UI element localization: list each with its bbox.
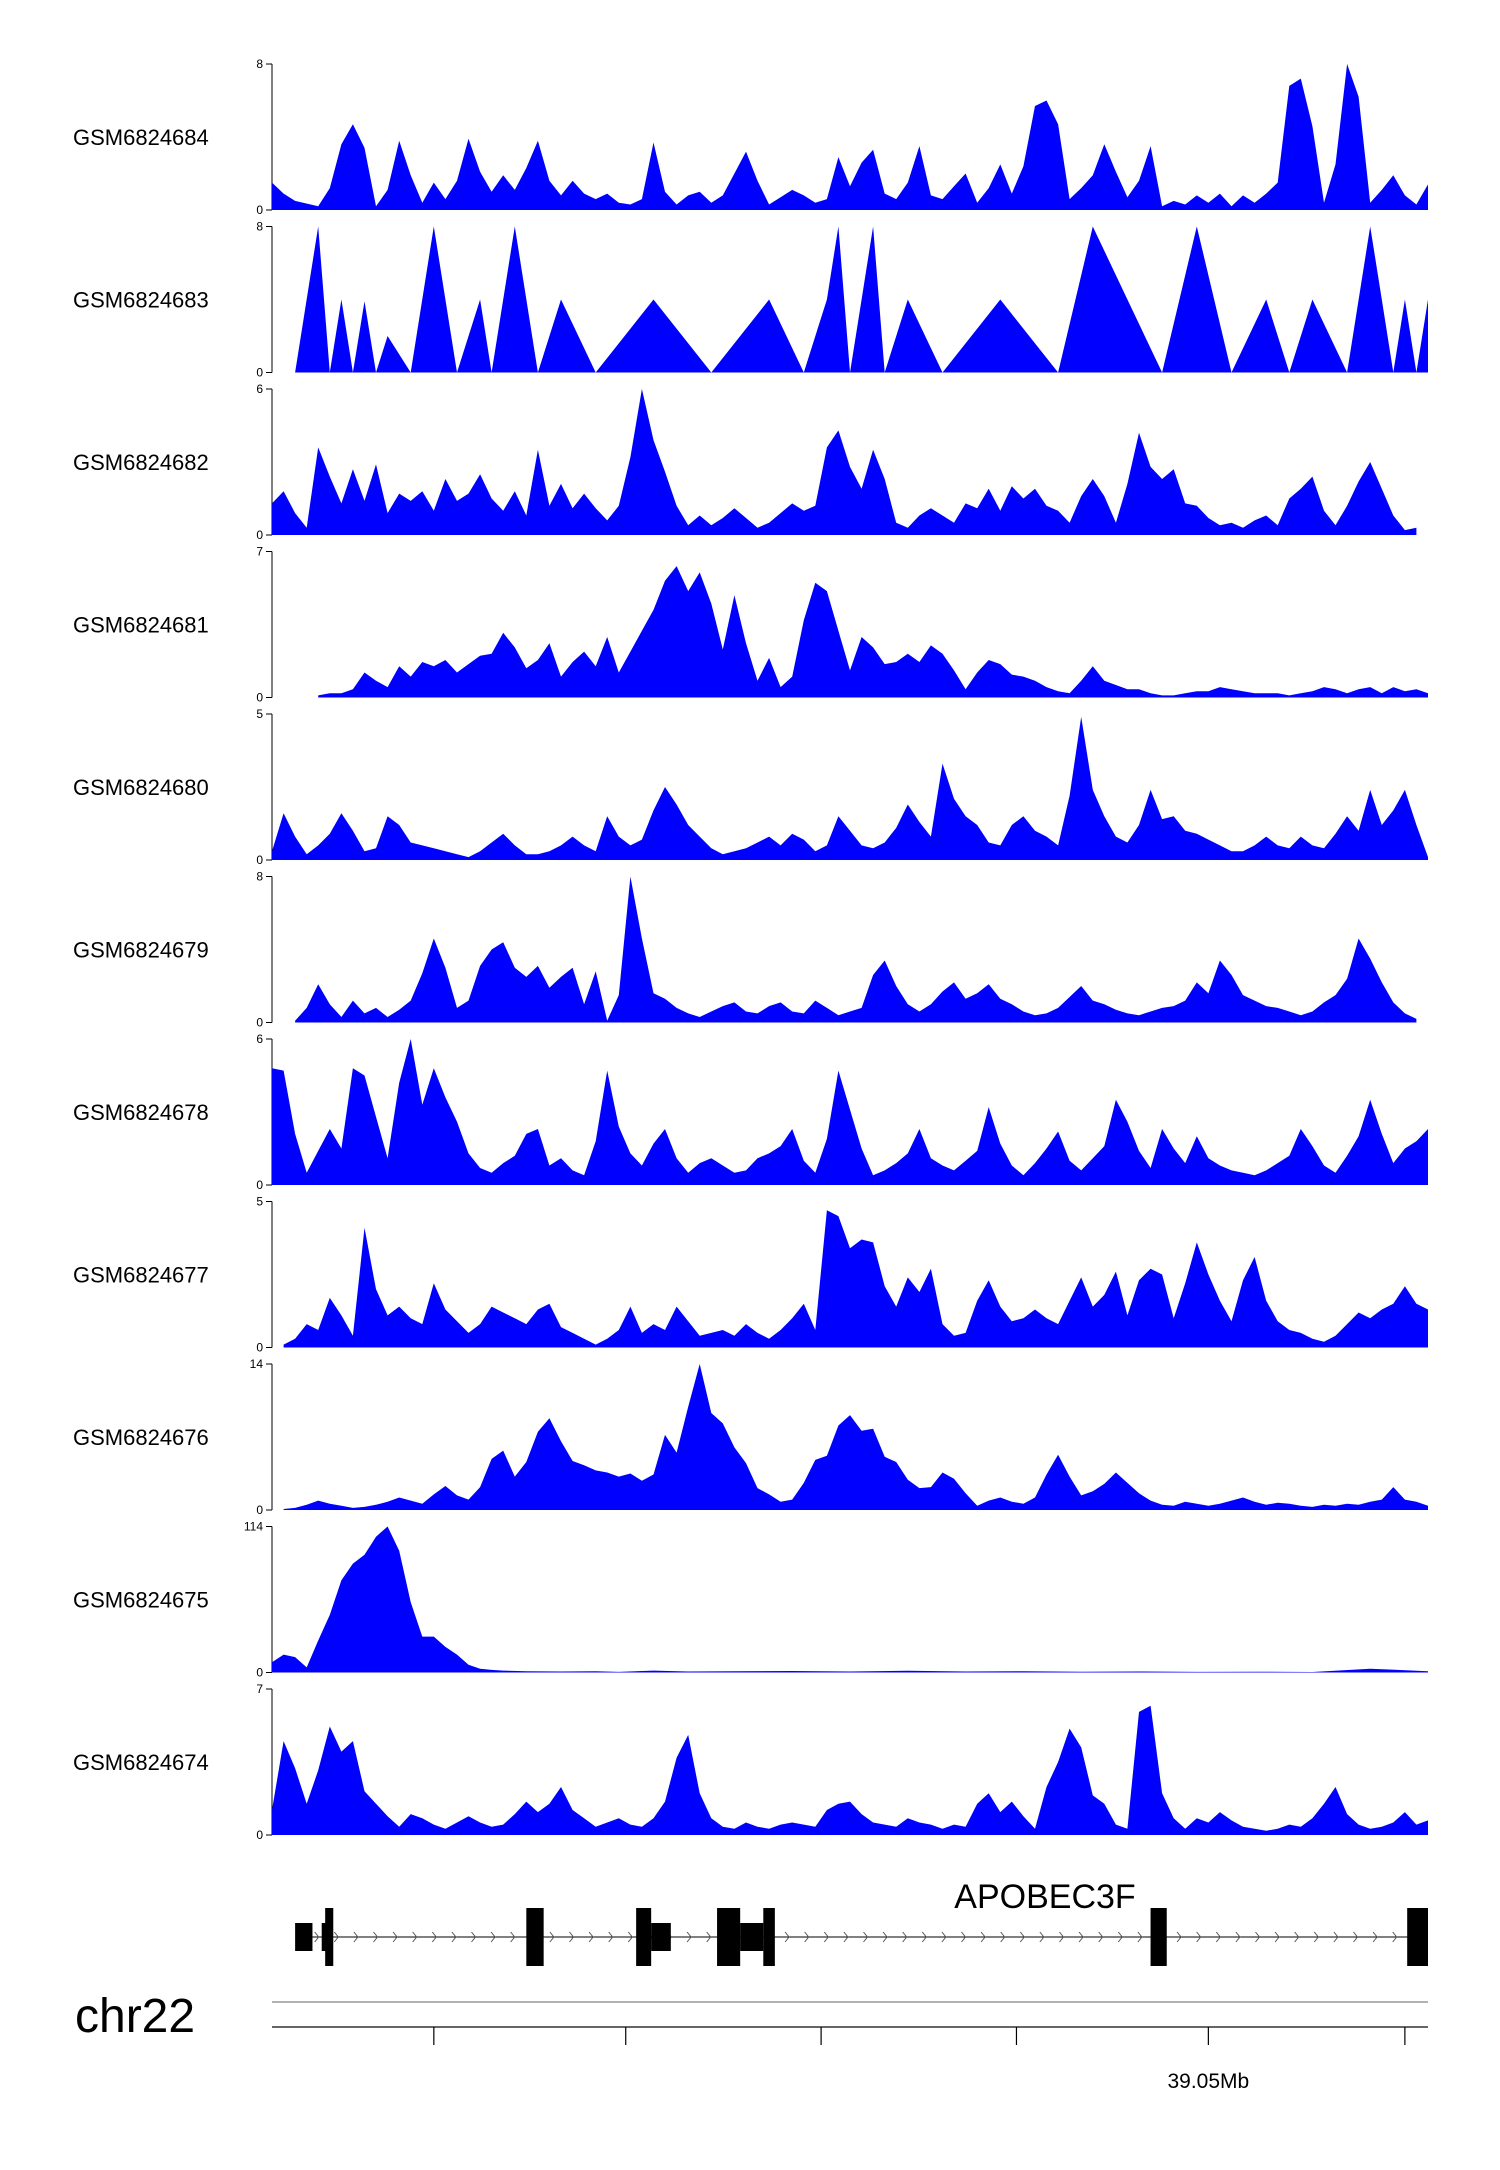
track-GSM6824676: GSM6824676 14 0 [73,1357,1428,1517]
exon-block [763,1908,775,1966]
track-label: GSM6824679 [73,938,209,963]
axis-ticks [272,2027,1428,2045]
track-GSM6824677: GSM6824677 5 0 [73,1195,1428,1355]
y-max-label: 7 [256,1682,263,1696]
signal-area [284,1210,1428,1347]
y-max-label: 7 [256,545,263,559]
exon-block [325,1908,333,1966]
signal-area [318,566,1428,697]
track-GSM6824684: GSM6824684 8 0 [73,57,1428,217]
exon-block [1407,1908,1428,1966]
y-min-label: 0 [256,203,263,217]
y-max-label: 5 [256,707,263,721]
track-label: GSM6824675 [73,1588,209,1613]
track-label: GSM6824680 [73,775,209,800]
track-label: GSM6824676 [73,1425,209,1450]
track-label: GSM6824681 [73,613,209,638]
ideogram-lines [272,2002,1428,2027]
genome-axis: chr22 39.05Mb [75,1990,1428,2093]
y-max-label: 114 [244,1520,263,1534]
signal-area [295,227,1428,373]
y-max-label: 5 [256,1195,263,1209]
signal-area [295,877,1416,1023]
y-max-label: 14 [250,1357,264,1371]
y-min-label: 0 [256,1341,263,1355]
exon-block [717,1908,740,1966]
axis-position-label: 39.05Mb [1167,2070,1249,2093]
signal-area [272,389,1416,535]
exon-block [295,1923,312,1951]
track-GSM6824681: GSM6824681 7 0 [73,545,1428,705]
exon-block [636,1908,651,1966]
track-GSM6824680: GSM6824680 5 0 [73,707,1428,867]
gene-model [295,1908,1428,1966]
y-min-label: 0 [256,1666,263,1680]
track-label: GSM6824684 [73,125,209,150]
signal-area [272,1706,1428,1835]
y-max-label: 8 [256,57,263,71]
exon-block [526,1908,543,1966]
y-min-label: 0 [256,1503,263,1517]
gene-label-apobec3f: APOBEC3F [954,1878,1135,1916]
y-max-label: 8 [256,870,263,884]
track-label: GSM6824678 [73,1100,209,1125]
track-label: GSM6824683 [73,288,209,313]
track-GSM6824675: GSM6824675 114 0 [73,1520,1428,1680]
track-GSM6824674: GSM6824674 7 0 [73,1682,1428,1842]
y-min-label: 0 [256,1016,263,1030]
exon-block [651,1923,671,1951]
y-max-label: 6 [256,1032,263,1046]
y-max-label: 6 [256,382,263,396]
signal-area [272,64,1428,210]
track-GSM6824678: GSM6824678 6 0 [73,1032,1428,1192]
signal-area [272,717,1428,860]
exon-block [740,1923,763,1951]
track-GSM6824683: GSM6824683 8 0 [73,220,1428,380]
track-label: GSM6824674 [73,1750,209,1775]
y-min-label: 0 [256,853,263,867]
signal-area [272,1527,1428,1673]
track-label: GSM6824682 [73,450,209,475]
signal-area [284,1364,1428,1510]
y-min-label: 0 [256,528,263,542]
y-min-label: 0 [256,1828,263,1842]
chromosome-label: chr22 [75,1990,195,2043]
signal-tracks: GSM682468480GSM682468380GSM682468260GSM6… [73,57,1428,1842]
track-GSM6824679: GSM6824679 8 0 [73,870,1416,1030]
y-max-label: 8 [256,220,263,234]
y-min-label: 0 [256,691,263,705]
track-label: GSM6824677 [73,1263,209,1288]
track-GSM6824682: GSM6824682 6 0 [73,382,1416,542]
y-min-label: 0 [256,1178,263,1192]
y-min-label: 0 [256,366,263,380]
gene-track: APOBEC3F [295,1878,1428,1966]
signal-area [272,1039,1428,1185]
exon-block [1151,1908,1167,1966]
